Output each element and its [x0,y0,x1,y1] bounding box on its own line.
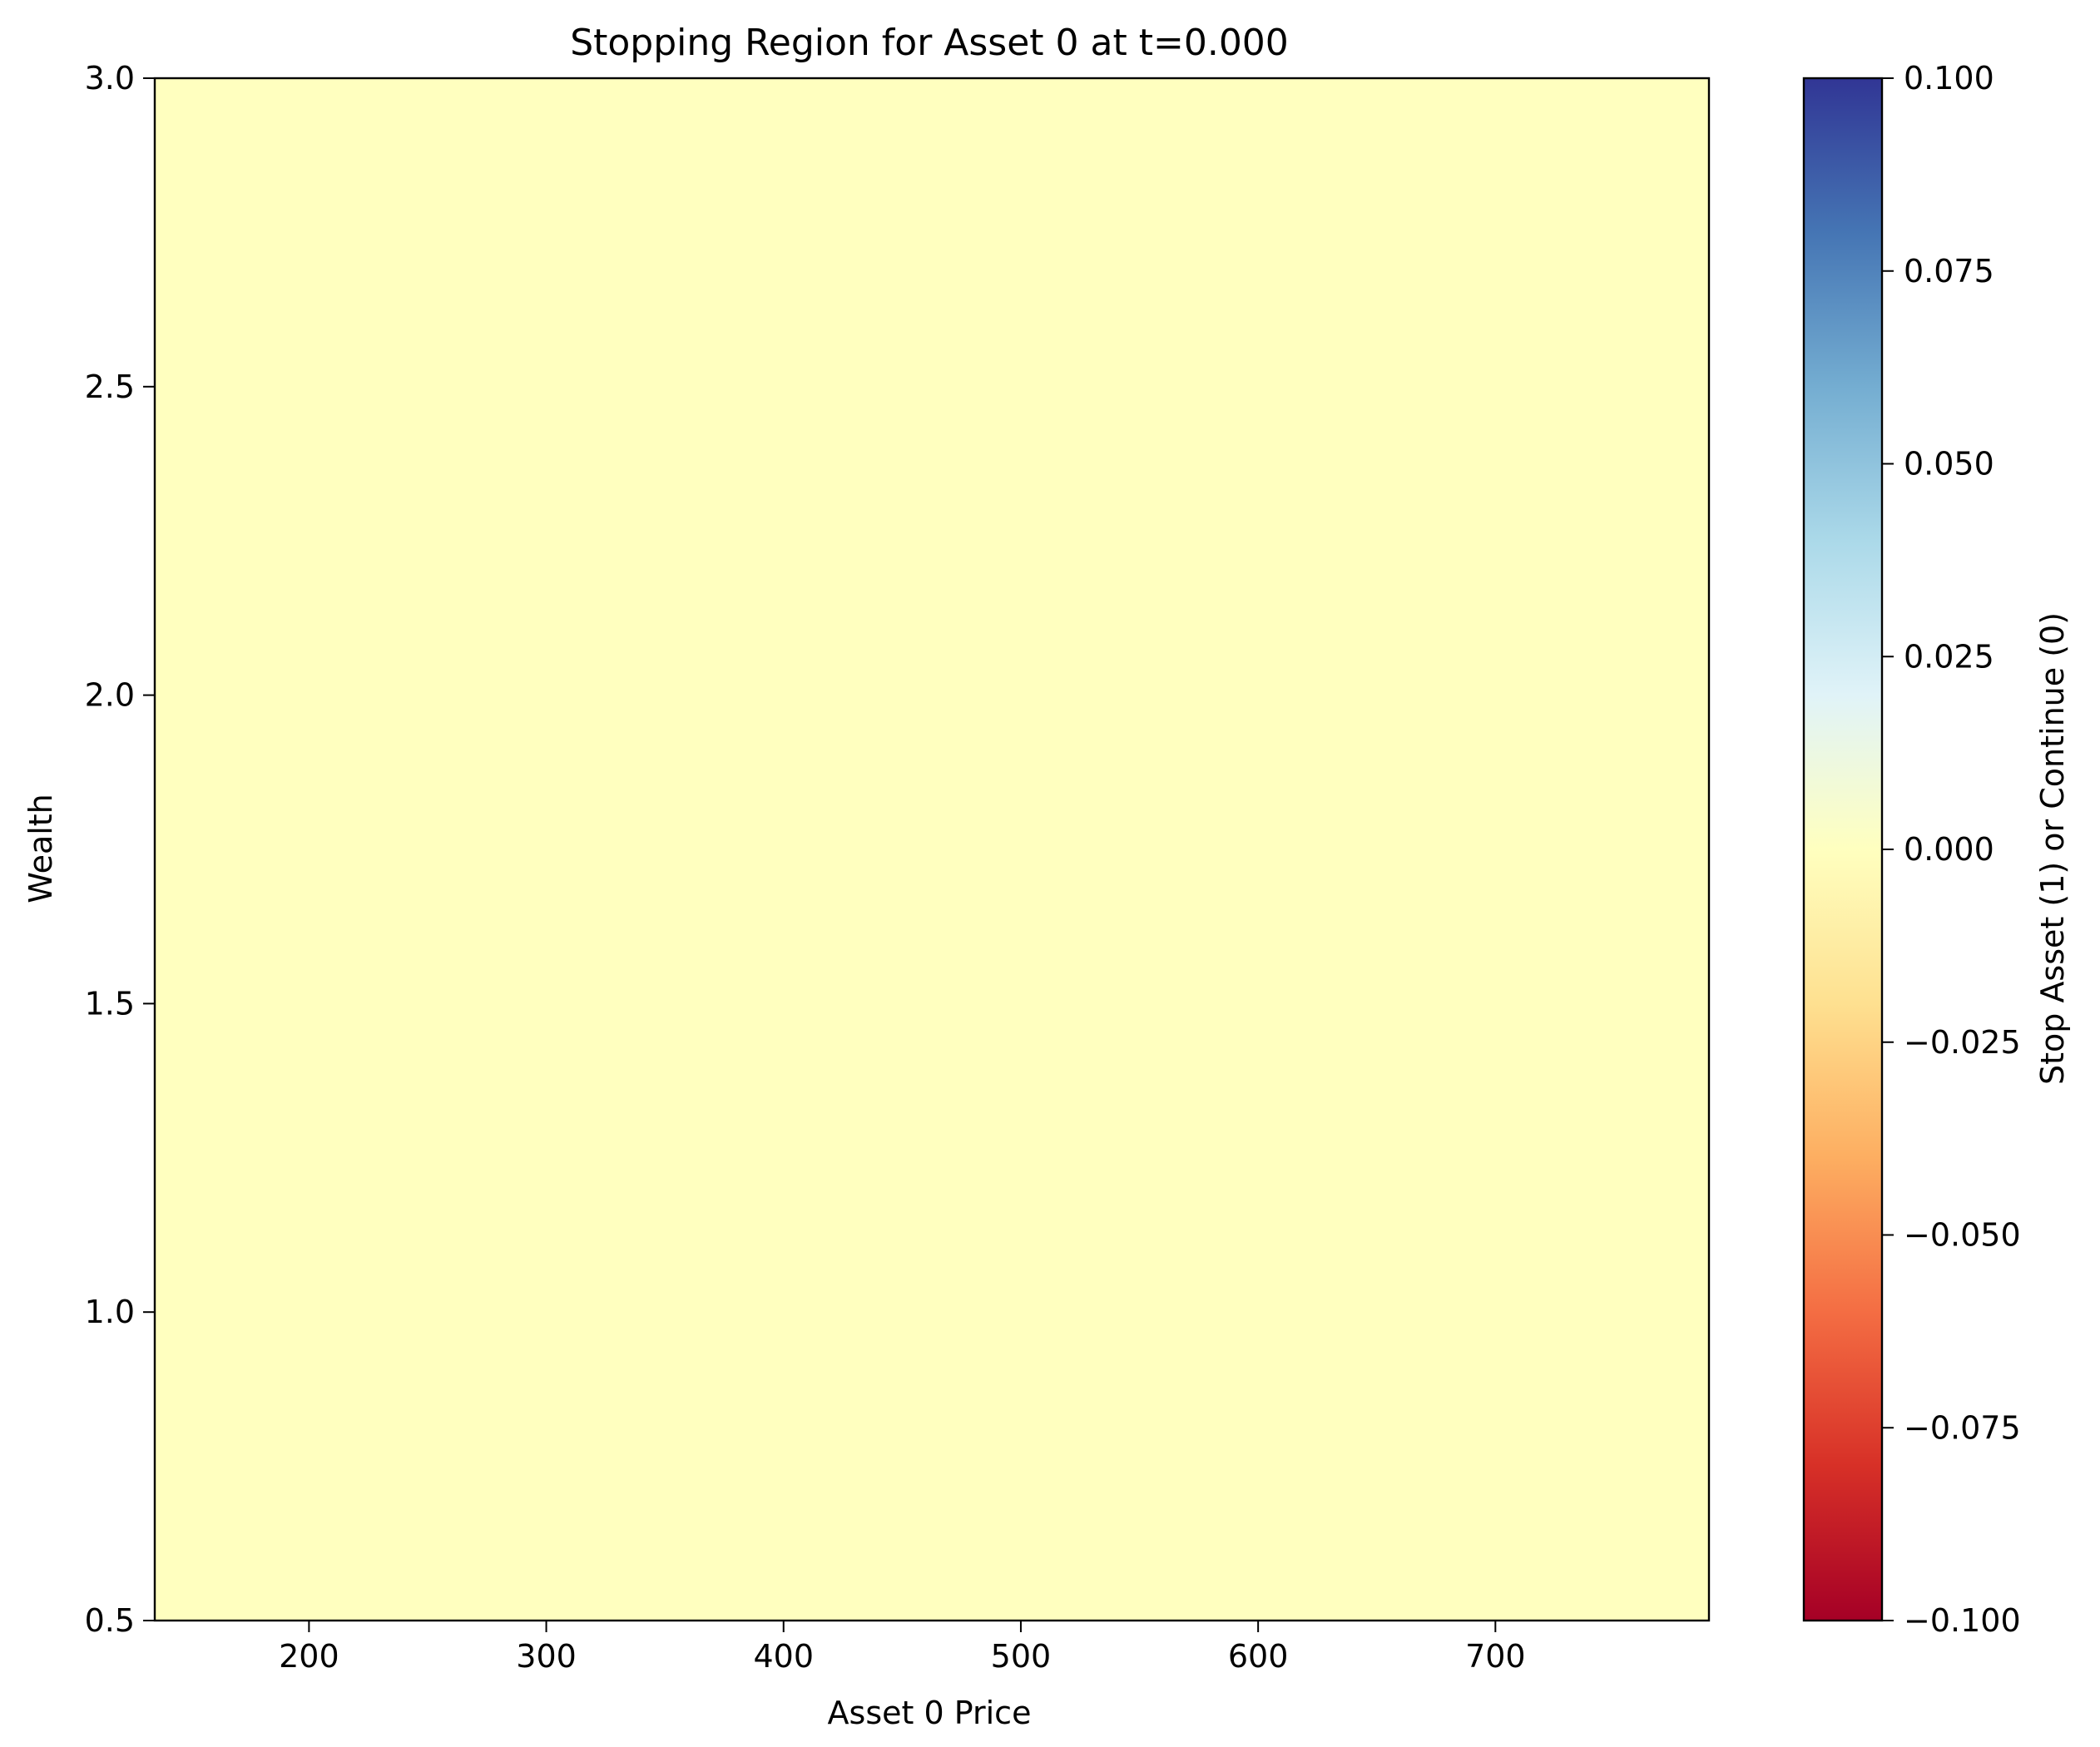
y-tick-label: 2.0 [85,677,135,714]
y-tick-label: 3.0 [85,60,135,97]
y-tick-label: 0.5 [85,1602,135,1639]
x-tick-label: 200 [279,1638,339,1675]
plot-area [153,77,1711,1622]
x-axis-label: Asset 0 Price [828,1695,1032,1731]
colorbar-tick-label: −0.075 [1904,1409,2021,1446]
x-tick-label: 700 [1465,1638,1526,1675]
colorbar-tick-label: 0.075 [1904,253,1994,290]
colorbar [1802,77,1884,1622]
colorbar-gradient [1802,77,1884,1622]
x-tick-label: 600 [1228,1638,1289,1675]
colorbar-tick-label: −0.025 [1904,1024,2021,1061]
y-axis: 0.5 1.0 1.5 2.0 2.5 3.0 [85,60,155,1639]
x-tick-label: 400 [753,1638,814,1675]
y-tick-label: 2.5 [85,369,135,405]
colorbar-tick-label: −0.050 [1904,1217,2021,1254]
y-tick-label: 1.5 [85,985,135,1022]
x-tick-label: 500 [991,1638,1052,1675]
colorbar-tick-label: 0.025 [1904,638,1994,675]
x-tick-label: 300 [516,1638,577,1675]
plot-frame [153,77,1711,1622]
chart-title: Stopping Region for Asset 0 at t=0.000 [570,22,1289,64]
colorbar-tick-label: 0.050 [1904,446,1994,483]
heatmap-cell [155,78,1709,1621]
x-axis: 200 300 400 500 600 700 [279,1621,1526,1675]
y-tick-label: 1.0 [85,1294,135,1330]
y-axis-label: Wealth [22,794,59,903]
colorbar-tick-label: −0.100 [1904,1602,2021,1639]
colorbar-axis: −0.100 −0.075 −0.050 −0.025 0.000 0.025 0.050 0… [1882,60,2021,1639]
colorbar-tick-label: 0.100 [1904,60,1994,97]
colorbar-tick-label: 0.000 [1904,831,1994,868]
colorbar-label: Stop Asset (1) or Continue (0) [2034,612,2071,1085]
